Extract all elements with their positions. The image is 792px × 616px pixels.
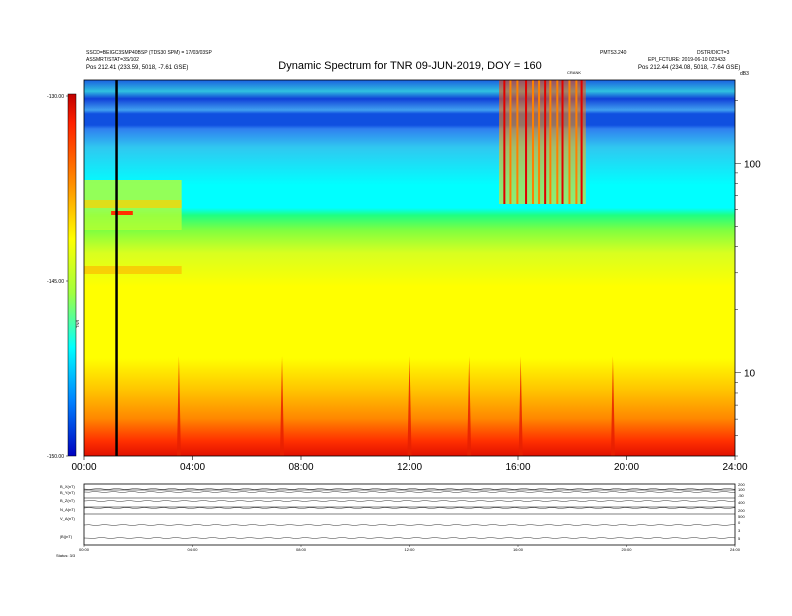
burst-stripe (516, 80, 519, 204)
panel-label: N_A(nT) (60, 507, 76, 512)
panels-frame (83, 483, 736, 546)
panel-label: |B|(nT) (60, 534, 73, 539)
panel-right-tick: -50 (738, 493, 745, 498)
meta-right-1: PMTS3.240 (600, 50, 627, 56)
panel-trace (83, 507, 736, 509)
dawn-band (84, 200, 182, 208)
panel-right-tick: 500 (738, 514, 745, 519)
burst-stripe (549, 80, 552, 204)
event-spike (518, 356, 523, 456)
y-tick-label: 10 (744, 369, 756, 380)
spectrum-detail (84, 80, 615, 456)
panel-trace (83, 488, 736, 490)
colorbar-label: TNR (75, 320, 80, 328)
colorbar-tick-label: -150.00 (47, 454, 64, 460)
panel-right-tick: 100 (738, 487, 745, 492)
event-spike (467, 356, 472, 456)
panel-label: B_Y(nT) (60, 490, 76, 495)
panel-right-tick: 200 (738, 482, 745, 487)
panel-right-tick: 400 (738, 500, 745, 505)
x-axis-ticks: 00:00 04:00 08:00 12:00 16:00 20:00 24:00 (71, 456, 748, 473)
meta-right-2: DSTR/DICT=3 (697, 50, 730, 56)
colorbar-tick-label: -130.00 (47, 94, 64, 100)
panel-trace (83, 500, 736, 502)
colorbar (67, 93, 77, 457)
panel-x-tick-label: 24:00 (730, 547, 741, 552)
burst-stripe (568, 80, 571, 204)
burst-stripe (503, 80, 506, 204)
dawn-hot-spot (111, 211, 133, 215)
burst-stripe (580, 80, 583, 204)
panel-label: B_Z(nT) (60, 498, 75, 503)
burst-stripe (525, 80, 528, 204)
meta-right-3: EPI_FCTURE: 2019-06-10 023433 (648, 57, 726, 63)
panel-right-tick: 5 (738, 536, 741, 541)
panel-right-tick: 200 (738, 508, 745, 513)
burst-region (499, 80, 586, 204)
panel-right-tick: 0 (738, 520, 741, 525)
panel-x-tick-label: 04:00 (187, 547, 198, 552)
x-tick-label: 16:00 (505, 462, 530, 473)
panel-label: B_X(nT) (60, 484, 76, 489)
x-tick-label: 24:00 (722, 462, 747, 473)
y-tick-label: 100 (744, 159, 761, 170)
event-spike (610, 356, 615, 456)
burst-stripe (556, 80, 559, 204)
panel-x-tick-label: 16:00 (513, 547, 524, 552)
top-marker-label: CRANK (567, 70, 581, 75)
y-axis-ticks: 10 100 (735, 100, 761, 457)
colorbar-tick-label: -145.00 (47, 279, 64, 285)
panel-x-tick-label: 08:00 (296, 547, 307, 552)
x-tick-label: 20:00 (614, 462, 639, 473)
x-tick-label: 12:00 (397, 462, 422, 473)
panel-footer: Status: 3/3 (56, 553, 76, 558)
event-spike (280, 356, 285, 456)
panel-x-tick-label: 12:00 (404, 547, 415, 552)
colorbar-ticks: -130.00 -145.00 -150.00 (47, 94, 68, 460)
panel-trace (83, 537, 736, 539)
burst-stripe (538, 80, 541, 204)
meta-left-1: SSCD=BEIGC3SMP40BSP (TDS30 SPM) = 17/03/… (86, 50, 212, 56)
burst-stripe (509, 80, 512, 204)
panel-right-tick: 3 (738, 528, 741, 533)
chart-title: Dynamic Spectrum for TNR 09-JUN-2019, DO… (278, 60, 541, 72)
x-tick-label: 08:00 (288, 462, 313, 473)
burst-stripe (531, 80, 534, 204)
meta-right-4: Pos 212.44 (234.08, 5018, -7.64 GSE) (638, 65, 740, 71)
lower-panels: B_X(nT)B_Y(nT) B_Z(nT) N_A(nT) V_A(nT) |B|(n… (56, 482, 745, 558)
spectrum-plot (83, 79, 736, 457)
meta-left-2: ASSMRT/STAT=3S/102 (86, 57, 139, 63)
panel-trace (83, 524, 736, 526)
corner-label: dB3 (740, 71, 749, 77)
burst-stripe (561, 80, 564, 204)
panel-trace (83, 491, 736, 493)
burst-stripe (575, 80, 578, 204)
panel-x-tick-label: 20:00 (621, 547, 632, 552)
dawn-lower-band (84, 266, 182, 274)
x-tick-label: 04:00 (180, 462, 205, 473)
event-spike (176, 356, 181, 456)
burst-stripe (544, 80, 547, 204)
event-spike (407, 356, 412, 456)
meta-left-3: Pos 212.41 (233.59, 5018, -7.61 GSE) (86, 65, 188, 71)
x-tick-label: 00:00 (71, 462, 96, 473)
panel-label: V_A(nT) (60, 516, 76, 521)
panel-x-tick-label: 00:00 (79, 547, 90, 552)
